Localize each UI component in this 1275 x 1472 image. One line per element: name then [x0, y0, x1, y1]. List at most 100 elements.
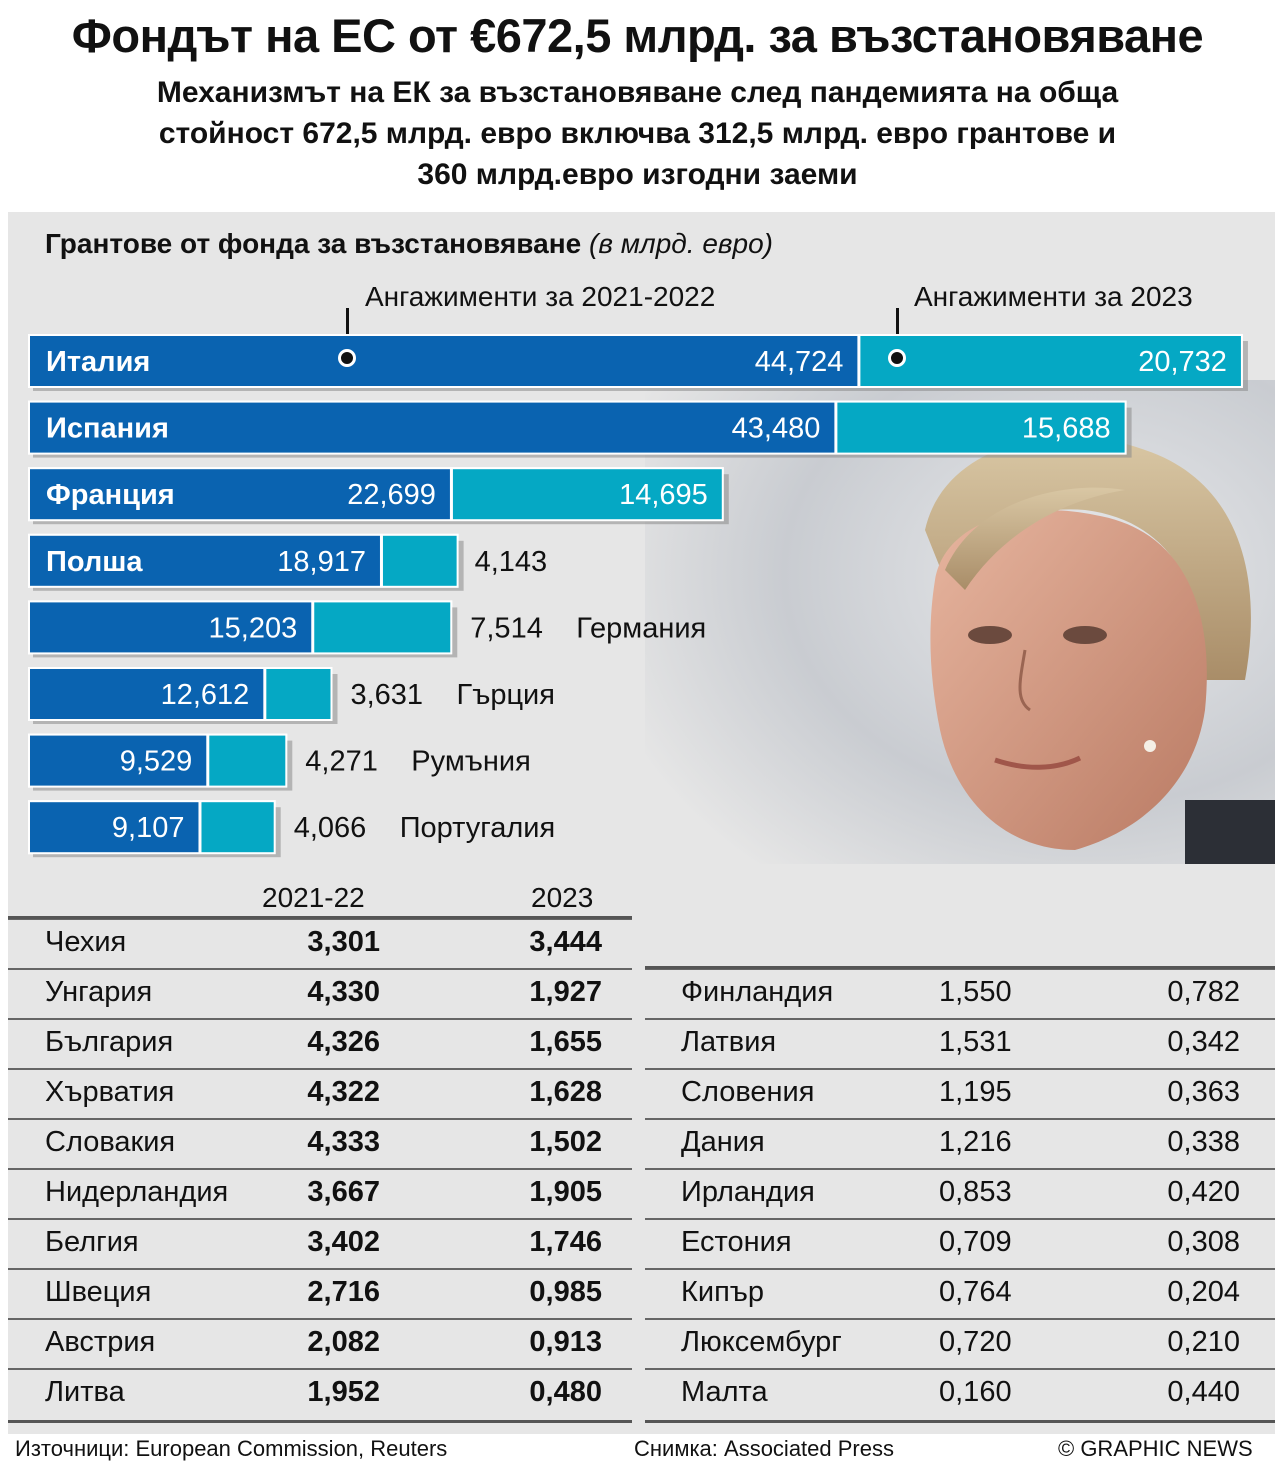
bar-value-2023: 7,514 — [470, 612, 543, 644]
bar-country-label: Франция — [46, 479, 175, 511]
table-row: Чехия 3,301 3,444 — [8, 918, 632, 968]
value-2021-22: 4,326 — [307, 1026, 380, 1058]
bar-value-2023: 14,695 — [619, 479, 708, 511]
country-name: Ирландия — [681, 1176, 815, 1208]
table-row: Словения 1,195 0,363 — [645, 1068, 1275, 1118]
bar-value-2023: 4,066 — [294, 812, 367, 844]
column-header-2021-22: 2021-22 — [262, 882, 365, 913]
value-2021-22: 4,322 — [307, 1076, 380, 1108]
value-2021-22: 3,402 — [307, 1226, 380, 1258]
legend-leader-line — [346, 308, 349, 358]
bar-2021-2022 — [30, 402, 835, 453]
bar-country-label: Гърция — [456, 679, 554, 711]
value-2021-22: 0,709 — [939, 1226, 1012, 1258]
bar-country-label: Германия — [576, 612, 706, 644]
value-2023: 1,905 — [529, 1176, 602, 1208]
country-name: Латвия — [681, 1026, 777, 1058]
table-row: Хърватия 4,322 1,628 — [8, 1068, 632, 1118]
value-2023: 0,440 — [1167, 1376, 1240, 1408]
value-2021-22: 1,952 — [307, 1376, 380, 1408]
table-bottom-rule — [645, 1420, 1275, 1423]
country-name: България — [45, 1026, 174, 1058]
value-2023: 1,655 — [529, 1026, 602, 1058]
bar-2023 — [201, 802, 274, 853]
country-name: Финландия — [681, 976, 834, 1008]
table-row: Австрия 2,082 0,913 — [8, 1318, 632, 1368]
value-2021-22: 0,720 — [939, 1326, 1012, 1358]
table-row: Латвия 1,531 0,342 — [645, 1018, 1275, 1068]
country-name: Белгия — [45, 1226, 139, 1258]
value-2023: 0,204 — [1167, 1276, 1240, 1308]
table-row: Дания 1,216 0,338 — [645, 1118, 1275, 1168]
bar-2023 — [452, 469, 722, 520]
bar-value-2023: 4,143 — [475, 546, 548, 578]
value-2021-22: 1,531 — [939, 1026, 1012, 1058]
legend-2021-2022: Ангажименти за 2021-2022 — [365, 281, 716, 312]
value-2023: 0,420 — [1167, 1176, 1240, 1208]
bar-2023 — [860, 336, 1241, 386]
bar-value-2021-2022: 12,612 — [161, 679, 250, 711]
country-name: Малта — [681, 1376, 768, 1408]
portrait-photo — [645, 380, 1275, 864]
legend-marker-dot — [888, 349, 906, 367]
bar-2023 — [837, 402, 1125, 453]
bar-country-label: Испания — [46, 413, 169, 445]
country-name: Словения — [681, 1076, 815, 1108]
table-header-rule — [645, 966, 1275, 969]
table-row: Унгария 4,330 1,927 — [8, 968, 632, 1018]
bar-value-2023: 15,688 — [1022, 413, 1111, 445]
bar-value-2021-2022: 9,107 — [112, 812, 185, 844]
portrait-photo-icon — [645, 380, 1275, 864]
table-row: Люксембург 0,720 0,210 — [645, 1318, 1275, 1368]
table-row: Нидерландия 3,667 1,905 — [8, 1168, 632, 1218]
value-2023: 0,782 — [1167, 976, 1240, 1008]
table-row: Финландия 1,550 0,782 — [645, 968, 1275, 1018]
table-row: Малта 0,160 0,440 — [645, 1368, 1275, 1418]
value-2021-22: 1,550 — [939, 976, 1012, 1008]
bar-value-2021-2022: 18,917 — [277, 546, 366, 578]
value-2023: 1,502 — [529, 1126, 602, 1158]
bar-value-2021-2022: 44,724 — [755, 346, 844, 378]
bar-country-label: Италия — [46, 346, 150, 378]
subtitle-line: стойност 672,5 млрд. евро включва 312,5 … — [158, 117, 1117, 150]
value-2023: 1,927 — [529, 976, 602, 1008]
country-name: Дания — [681, 1126, 765, 1158]
chart-title: Грантове от фонда за възстановяване — [45, 228, 582, 259]
value-2021-22: 3,301 — [307, 926, 380, 958]
value-2023: 0,338 — [1167, 1126, 1240, 1158]
table-bottom-rule — [8, 1420, 632, 1423]
table-row: Литва 1,952 0,480 — [8, 1368, 632, 1418]
value-2021-22: 0,764 — [939, 1276, 1012, 1308]
value-2021-22: 0,853 — [939, 1176, 1012, 1208]
bar-country-label: Полша — [46, 546, 143, 578]
value-2021-22: 1,216 — [939, 1126, 1012, 1158]
country-name: Унгария — [45, 976, 153, 1008]
chart-unit: (в млрд. евро) — [589, 228, 773, 259]
bar-2021-2022 — [30, 669, 264, 719]
legend-marker-dot — [338, 349, 356, 367]
country-name: Чехия — [45, 926, 127, 958]
graphic-credit: © GRAPHIC NEWS — [1058, 1436, 1253, 1461]
table-row: България 4,326 1,655 — [8, 1018, 632, 1068]
value-2023: 0,480 — [529, 1376, 602, 1408]
bar-2021-2022 — [30, 802, 199, 853]
country-name: Кипър — [681, 1276, 765, 1308]
bar-2023 — [382, 535, 457, 586]
bar-country-label: Португалия — [400, 812, 555, 844]
bar-value-2021-2022: 22,699 — [347, 479, 436, 511]
bar-2023 — [266, 669, 331, 719]
legend-2023: Ангажименти за 2023 — [914, 281, 1193, 312]
table-row: Словакия 4,333 1,502 — [8, 1118, 632, 1168]
bar-2021-2022 — [30, 735, 207, 786]
value-2023: 0,210 — [1167, 1326, 1240, 1358]
value-2023: 0,985 — [529, 1276, 602, 1308]
table-row: Естония 0,709 0,308 — [645, 1218, 1275, 1268]
country-name: Словакия — [45, 1126, 176, 1158]
value-2021-22: 2,082 — [307, 1326, 380, 1358]
country-name: Люксембург — [681, 1326, 842, 1358]
sources-note: Източници: European Commission, Reuters — [15, 1436, 448, 1461]
bar-2021-2022 — [30, 469, 450, 520]
table-row: Кипър 0,764 0,204 — [645, 1268, 1275, 1318]
chart-heading: Грантове от фонда за възстановяване (в м… — [45, 228, 773, 260]
subtitle-line: Механизмът на ЕК за възстановяване след … — [156, 76, 1119, 109]
